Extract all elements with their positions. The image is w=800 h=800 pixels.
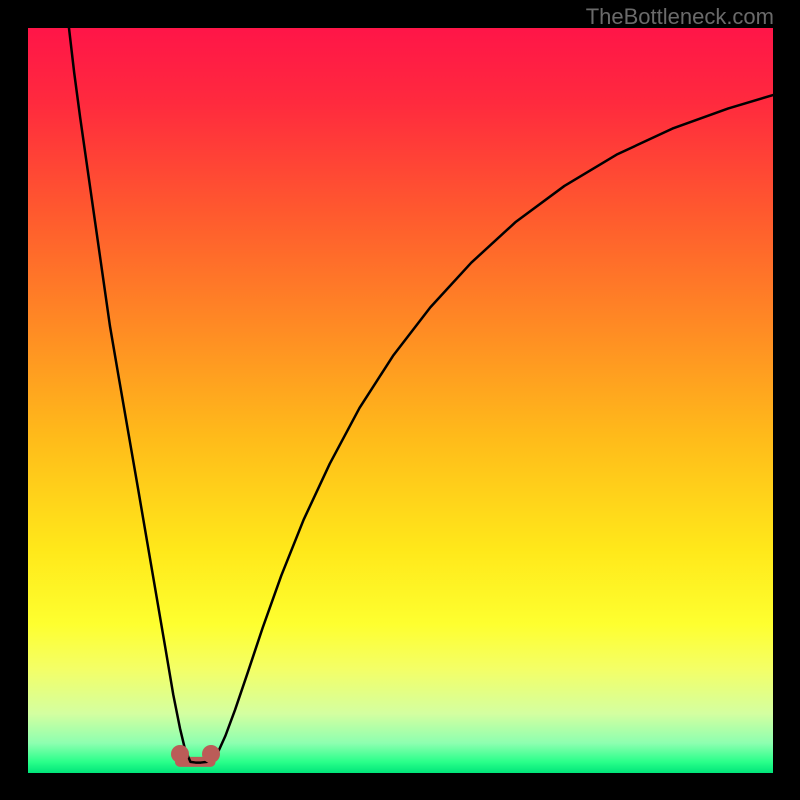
plot-area	[28, 28, 773, 773]
optimal-marker-right	[202, 745, 220, 763]
watermark-text: TheBottleneck.com	[586, 4, 774, 30]
optimal-marker-left	[171, 745, 189, 763]
bottleneck-curve	[28, 28, 773, 773]
chart-container: TheBottleneck.com	[0, 0, 800, 800]
